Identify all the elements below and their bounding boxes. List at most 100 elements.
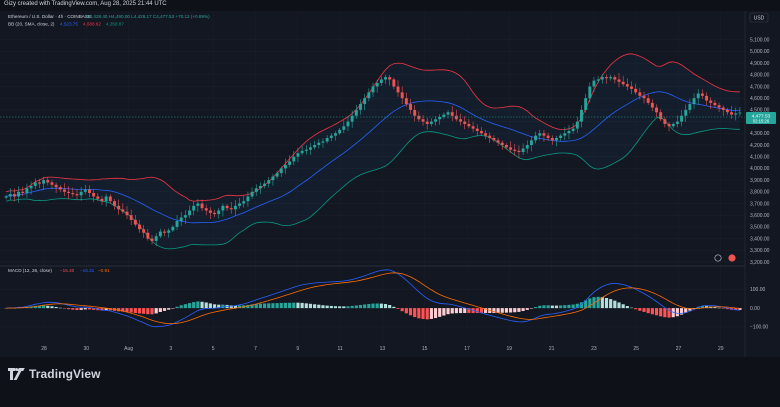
candle-body — [596, 79, 600, 81]
macd-histogram-bar — [425, 308, 429, 320]
macd-histogram-bar — [692, 308, 696, 309]
candle-body — [546, 135, 550, 138]
macd-histogram-bar — [684, 308, 688, 313]
candle-body — [713, 102, 717, 106]
macd-histogram-bar — [137, 308, 142, 314]
macd-histogram-bar — [258, 303, 263, 309]
flag-icon[interactable] — [728, 254, 736, 262]
sync-icon[interactable] — [714, 254, 722, 262]
chart-canvas[interactable]: 5,100.00 5,000.00 4,900.00 4,800.00 4,700.00… — [0, 0, 780, 357]
macd-histogram-bar — [725, 308, 729, 310]
macd-histogram-bar — [396, 308, 400, 309]
macd-histogram-bar — [642, 308, 646, 312]
macd-histogram-bar — [713, 307, 717, 309]
legend-bb: BB (20, SMA, close, 2) — [8, 22, 55, 27]
candle-body — [488, 135, 492, 138]
candle-body — [709, 100, 713, 103]
macd-histogram-bar — [271, 303, 275, 309]
candle-body — [734, 113, 738, 115]
time-tick-label: 11 — [337, 346, 342, 352]
macd-histogram-bar — [321, 305, 325, 309]
macd-histogram-bar — [346, 306, 350, 309]
candle-body — [188, 210, 192, 216]
macd-histogram-bar — [371, 303, 375, 309]
macd-histogram-bar — [542, 305, 546, 309]
macd-axis[interactable]: 100.00 0.00 −100.00 — [750, 287, 768, 331]
candle-body — [738, 112, 742, 114]
macd-histogram-bar — [538, 305, 542, 309]
macd-histogram-bar — [500, 308, 504, 313]
macd-histogram-bar — [212, 304, 217, 309]
candle-body — [154, 236, 158, 241]
candle-body — [258, 185, 262, 189]
macd-histogram-bar — [479, 308, 483, 314]
time-axis[interactable]: 28 30 Aug 3 5 7 9 11 13 15 17 19 21 23 25 27 29 — [41, 346, 724, 352]
candle-body — [104, 196, 108, 202]
macd-histogram-bar — [129, 308, 133, 313]
candle-body — [46, 180, 50, 183]
price-tag-value: 4,477.53 — [752, 114, 771, 120]
time-tick-label: 25 — [633, 346, 639, 352]
macd-histogram-bar — [108, 308, 112, 311]
candle-body — [108, 196, 112, 202]
candle-body — [317, 142, 321, 145]
candle-body — [650, 102, 654, 108]
macd-histogram-bar — [50, 306, 54, 309]
macd-histogram-bar — [529, 308, 534, 309]
price-tick-label: 5,100.00 — [750, 38, 770, 44]
tradingview-logo[interactable]: TradingView — [8, 365, 101, 383]
macd-histogram-bar — [304, 303, 308, 309]
macd-histogram-bar — [659, 308, 663, 317]
macd-histogram-bar — [354, 305, 358, 309]
time-tick-label: 17 — [464, 346, 470, 352]
macd-histogram-bar — [92, 308, 96, 310]
candle-body — [592, 80, 596, 87]
currency-badge[interactable] — [749, 12, 769, 23]
time-tick-label: 9 — [296, 346, 299, 352]
macd-histogram-bar — [288, 302, 292, 309]
tradingview-logo-icon — [8, 368, 25, 380]
macd-histogram-bar — [83, 308, 87, 310]
candle-body — [692, 98, 696, 105]
candle-body — [542, 133, 546, 136]
price-tick-label: 4,600.00 — [750, 96, 770, 102]
chart-background — [0, 11, 745, 357]
macd-histogram-bar — [54, 306, 58, 309]
macd-histogram-bar — [100, 308, 104, 311]
candle-body — [613, 77, 617, 80]
macd-histogram-bar — [75, 308, 79, 311]
time-tick-label: 29 — [718, 346, 724, 352]
macd-histogram-bar — [534, 306, 538, 309]
macd-histogram-bar — [300, 302, 304, 309]
macd-histogram-bar — [688, 308, 692, 311]
candle-body — [100, 198, 104, 202]
legend-bb-upper: 4,688.62 — [83, 22, 101, 27]
macd-histogram-bar — [521, 308, 525, 312]
macd-histogram-bar — [196, 301, 200, 309]
candle-body — [363, 98, 367, 105]
macd-histogram-bar — [217, 304, 221, 309]
candle-body — [75, 194, 79, 196]
macd-pane — [0, 269, 745, 328]
price-tick-label: 4,800.00 — [750, 73, 770, 79]
macd-histogram-bar — [563, 305, 567, 309]
candle-body — [634, 88, 638, 93]
macd-histogram-bar — [650, 308, 654, 315]
candle-body — [263, 183, 267, 186]
legend-macd-line: −16.31 — [80, 268, 95, 273]
candle-body — [8, 194, 12, 197]
price-tag — [746, 112, 776, 124]
price-axis[interactable]: 5,100.00 5,000.00 4,900.00 4,800.00 4,700.00… — [750, 38, 770, 266]
candle-body — [517, 150, 521, 153]
candle-body — [559, 135, 563, 138]
candle-body — [425, 121, 429, 124]
price-tick-label: 5,000.00 — [750, 49, 770, 55]
candle-body — [133, 219, 137, 225]
candle-body — [308, 147, 312, 150]
macd-histogram-bar — [584, 300, 588, 309]
macd-histogram-bar — [233, 305, 237, 309]
candle-body — [146, 232, 150, 239]
candle-body — [42, 180, 46, 184]
macd-histogram-bar — [509, 308, 513, 313]
candle-body — [338, 129, 342, 134]
